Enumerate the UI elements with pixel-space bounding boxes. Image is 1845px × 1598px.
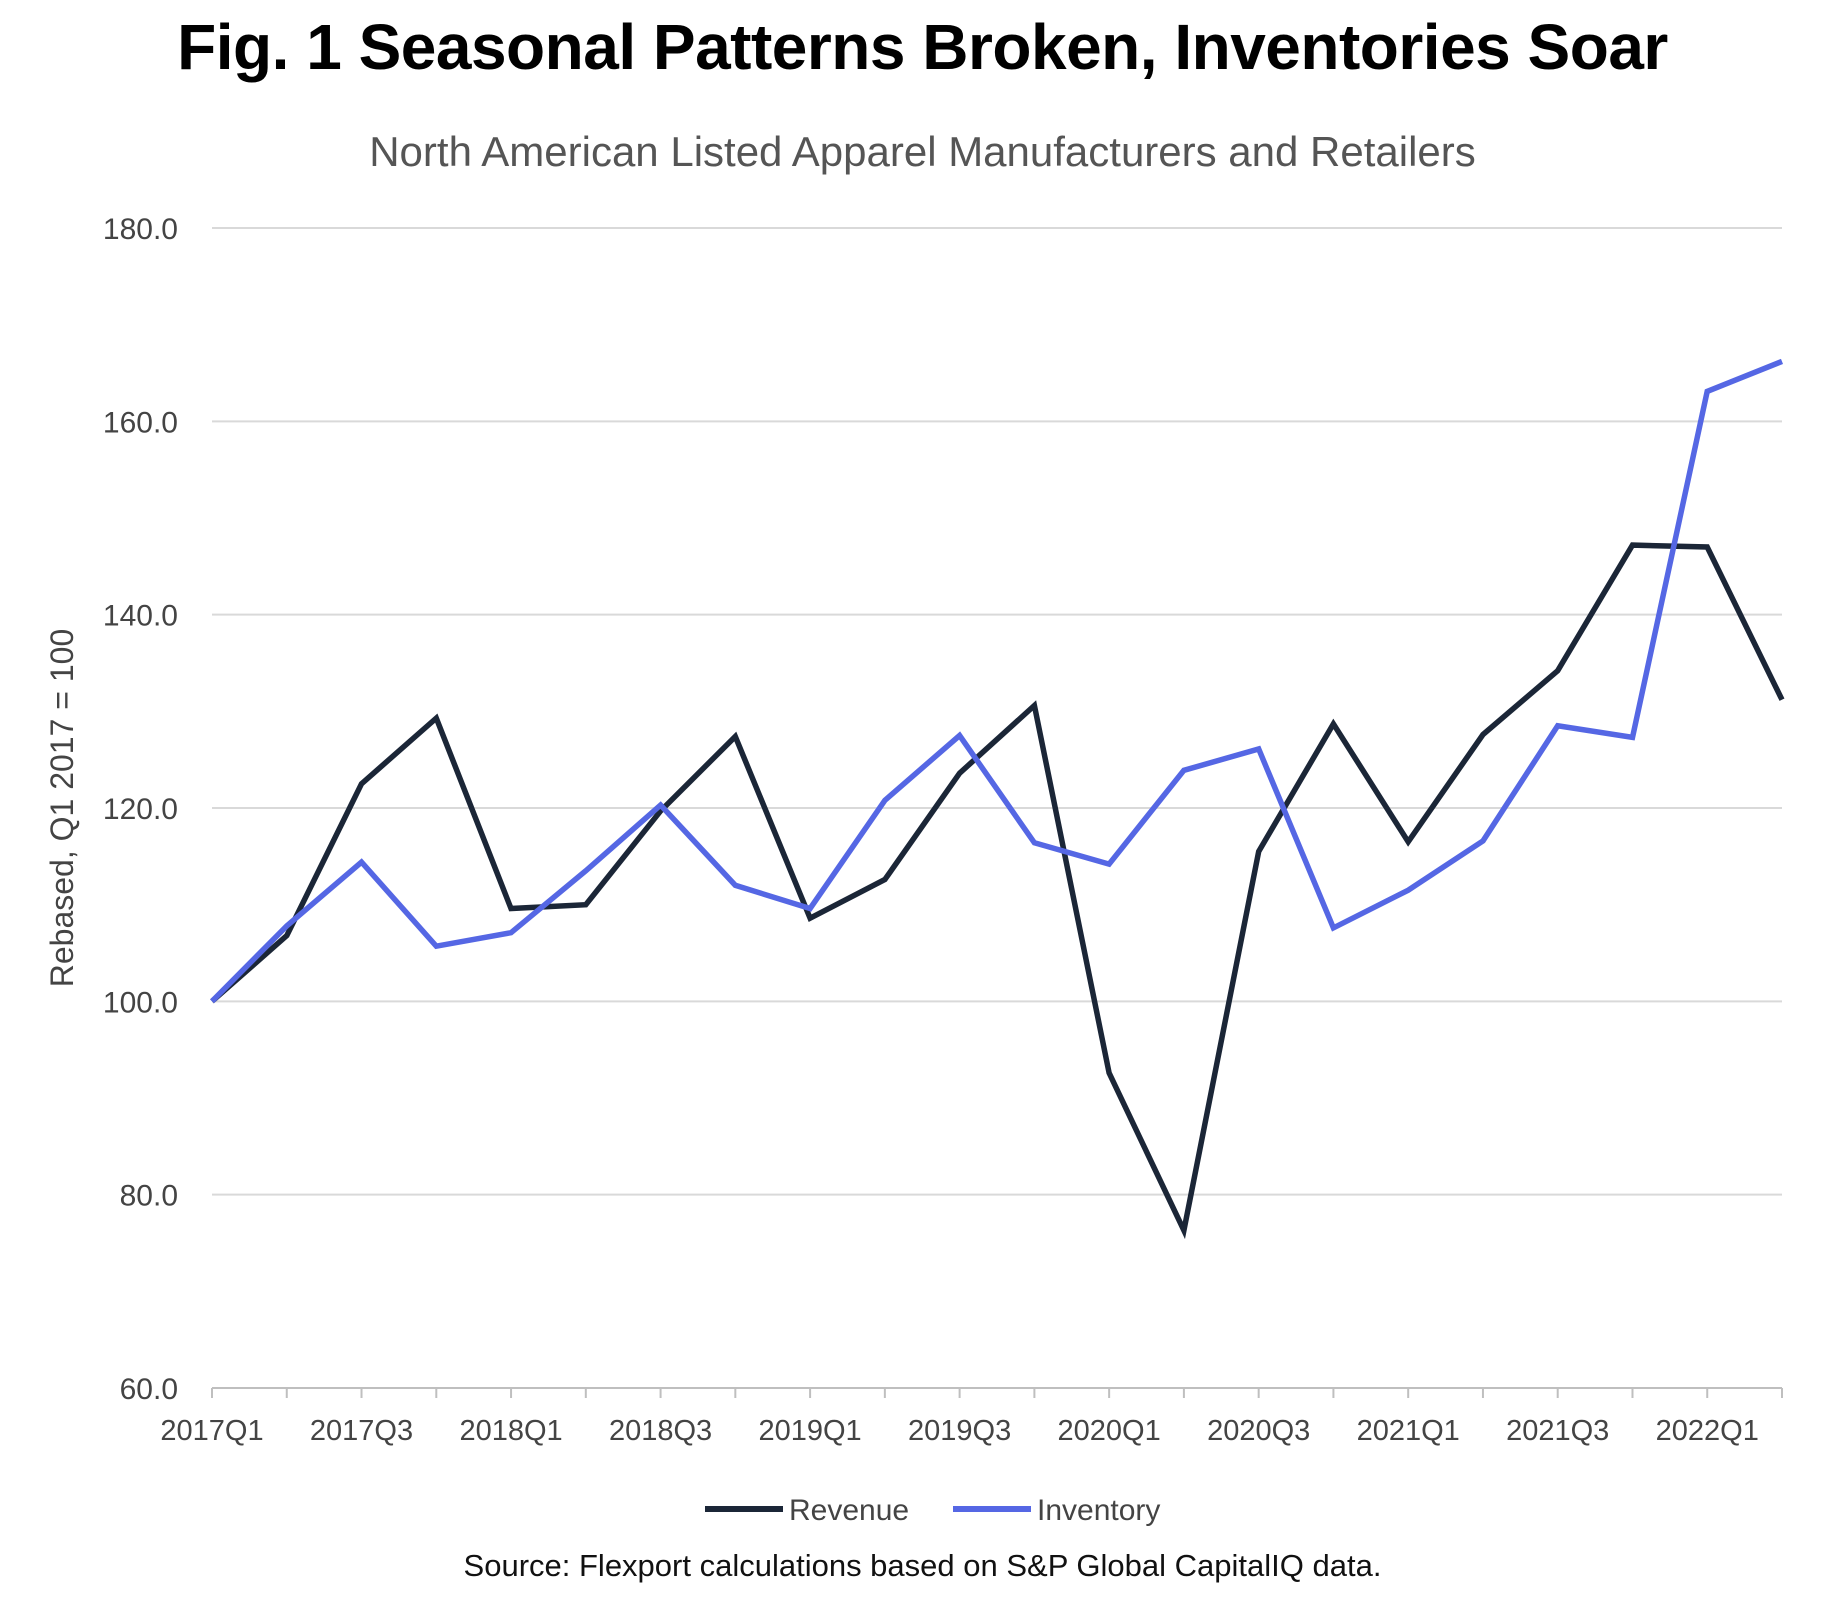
legend: Revenue Inventory — [705, 1494, 1160, 1527]
x-axis: 2017Q1 2017Q3 2018Q1 2018Q3 2019Q1 2019Q3 2020… — [160, 1387, 1783, 1447]
y-tick-label: 120.0 — [103, 793, 178, 826]
x-tick-label: 2018Q3 — [609, 1415, 712, 1447]
x-tick-label: 2021Q1 — [1357, 1415, 1460, 1447]
x-tick-label: 2019Q1 — [758, 1415, 861, 1447]
y-tick-label: 100.0 — [103, 986, 178, 1019]
gridlines — [212, 227, 1782, 1196]
series-line-inventory — [210, 358, 1784, 1004]
y-axis-label: Rebased, Q1 2017 = 100 — [44, 629, 80, 988]
source-note: Source: Flexport calculations based on S… — [463, 1548, 1382, 1583]
x-tick-label: 2017Q1 — [160, 1415, 263, 1447]
series-lines — [210, 358, 1785, 1240]
x-tick-label: 2019Q3 — [908, 1415, 1011, 1447]
x-tick-label: 2018Q1 — [459, 1415, 562, 1447]
x-tick-label: 2017Q3 — [310, 1415, 413, 1447]
legend-label-inventory: Inventory — [1037, 1494, 1160, 1527]
series-line-revenue — [210, 542, 1785, 1240]
x-tick-label: 2022Q1 — [1656, 1415, 1759, 1447]
y-tick-label: 80.0 — [120, 1180, 178, 1213]
y-tick-label: 180.0 — [103, 213, 178, 246]
chart-title: Fig. 1 Seasonal Patterns Broken, Invento… — [177, 11, 1668, 83]
y-axis-ticks: 60.0 80.0 100.0 120.0 140.0 160.0 180.0 — [103, 213, 178, 1406]
chart-subtitle: North American Listed Apparel Manufactur… — [369, 128, 1476, 175]
y-tick-label: 160.0 — [103, 406, 178, 439]
x-tick-label: 2021Q3 — [1506, 1415, 1609, 1447]
legend-label-revenue: Revenue — [789, 1494, 909, 1527]
x-tick-label: 2020Q1 — [1058, 1415, 1161, 1447]
y-tick-label: 140.0 — [103, 600, 178, 633]
y-tick-label: 60.0 — [120, 1373, 178, 1406]
x-tick-label: 2020Q3 — [1207, 1415, 1310, 1447]
